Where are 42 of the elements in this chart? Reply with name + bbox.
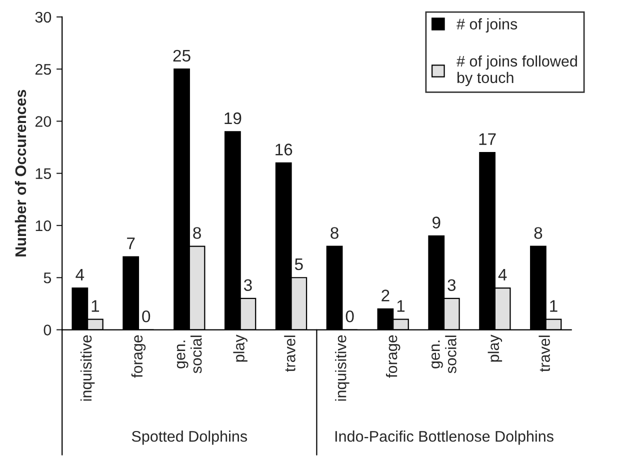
data-label: 1	[550, 300, 558, 312]
data-label: 25	[173, 50, 190, 62]
x-tick-label: inquisitive	[335, 335, 350, 401]
x-tick-label: gen. social	[176, 336, 202, 374]
y-axis-title: Number of Occurences	[14, 90, 26, 256]
y-tick-label: 20	[35, 116, 52, 127]
data-label: 1	[92, 300, 100, 312]
y-tick-label: 0	[44, 324, 52, 336]
x-tick-label: inquisitive	[80, 335, 95, 401]
data-label: 2	[382, 290, 390, 302]
data-label: 19	[224, 112, 242, 124]
data-label: 8	[330, 227, 338, 239]
data-label: 0	[142, 310, 150, 322]
y-tick-label: 15	[36, 168, 52, 180]
data-label: 4	[76, 268, 84, 280]
x-tick-label: play	[488, 334, 502, 362]
data-label: 0	[346, 310, 354, 322]
data-label: 17	[479, 133, 496, 145]
legend-label: # of joins	[456, 18, 518, 33]
data-label: 7	[127, 238, 135, 250]
data-label: 9	[432, 216, 440, 228]
x-tick-label: gen. social	[432, 336, 456, 374]
y-tick-label: 25	[35, 64, 52, 75]
data-label: 3	[448, 279, 456, 292]
legend-label: # of joins followed by touch	[456, 55, 577, 86]
x-tick-label: play	[233, 334, 248, 362]
y-tick-label: 5	[44, 272, 52, 284]
data-label: 16	[276, 144, 292, 156]
data-label: 8	[534, 227, 542, 239]
text: Spotted Dolphins	[132, 430, 248, 445]
data-label: 3	[244, 279, 252, 292]
x-tick-label: forage	[131, 335, 146, 378]
text: Indo-Pacific Bottlenose Dolphins	[335, 430, 554, 445]
data-label: 5	[294, 258, 303, 270]
y-tick-label: 10	[36, 220, 52, 232]
data-label: 4	[498, 268, 507, 280]
data-label: 8	[193, 227, 201, 239]
x-tick-label: travel	[284, 336, 296, 372]
data-label: 1	[397, 300, 405, 312]
y-tick-label: 30	[35, 12, 52, 23]
x-tick-label: forage	[386, 335, 400, 378]
x-tick-label: travel	[538, 336, 550, 372]
